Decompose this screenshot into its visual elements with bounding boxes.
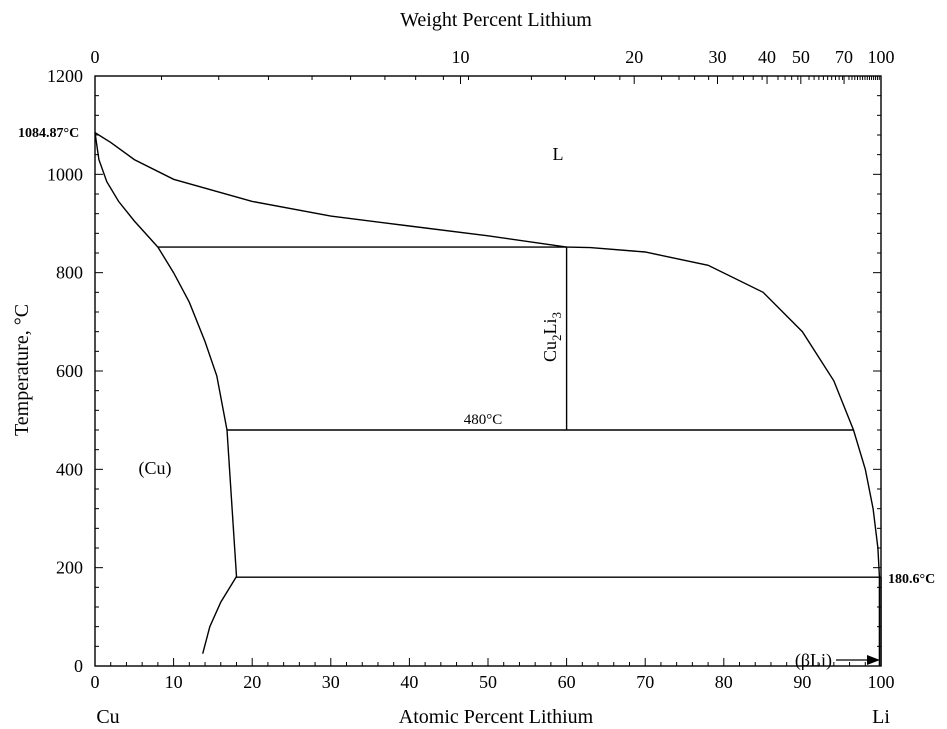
compound-sub2: 3: [549, 312, 564, 319]
x-tick-label: 20: [243, 672, 261, 692]
top-tick-label: 70: [835, 47, 853, 67]
phase-boundary-curve: [566, 246, 881, 577]
x-tick-label: 0: [91, 672, 100, 692]
left-element-label: Cu: [96, 706, 119, 728]
phase-boundary-curve: [94, 132, 159, 248]
curves-group: [94, 132, 882, 666]
phase-boundary-curve: [202, 576, 238, 654]
y-tick-label: 1200: [47, 66, 83, 86]
top-tick-label: 40: [758, 47, 776, 67]
x-tick-label: 10: [165, 672, 183, 692]
compound-label: Cu2Li3: [540, 312, 564, 362]
top-tick-label: 50: [792, 47, 810, 67]
y-tick-label: 1000: [47, 164, 83, 184]
li-melting-label: 180.6°C: [888, 572, 935, 587]
eutectoid-label: 480°C: [464, 412, 503, 428]
x-tick-label: 80: [715, 672, 733, 692]
x-tick-label: 40: [400, 672, 418, 692]
y-tick-label: 0: [74, 656, 83, 676]
compound-mid: Li: [540, 318, 560, 334]
x-tick-label: 90: [793, 672, 811, 692]
x-tick-label: 100: [868, 672, 895, 692]
beta-li-label: (βLi): [795, 650, 832, 671]
phase-boundary-curve: [226, 429, 238, 577]
liquid-label: L: [553, 144, 564, 164]
y-tick-label: 800: [56, 263, 83, 283]
top-axis-title: Weight Percent Lithium: [400, 9, 592, 31]
beta-li-arrow-head: [867, 655, 880, 665]
y-axis-title: Temperature, °C: [11, 304, 33, 436]
compound-sub1: 2: [549, 334, 564, 341]
x-tick-label: 50: [479, 672, 497, 692]
x-tick-label: 60: [558, 672, 576, 692]
top-tick-label: 10: [451, 47, 469, 67]
x-tick-label: 30: [322, 672, 340, 692]
right-element-label: Li: [872, 706, 890, 728]
axes-group: 0 10 20 30 40 50 60 70 80 90 100020040060080010001…: [47, 47, 895, 692]
x-axis-title: Atomic Percent Lithium: [399, 706, 594, 728]
top-tick-label: 20: [625, 47, 643, 67]
top-tick-label: 0: [91, 47, 100, 67]
y-tick-label: 200: [56, 558, 83, 578]
x-tick-label: 70: [636, 672, 654, 692]
y-tick-label: 600: [56, 361, 83, 381]
top-tick-label: 30: [709, 47, 727, 67]
cu-melting-label: 1084.87°C: [18, 126, 79, 141]
phase-boundary-curve: [157, 246, 228, 431]
compound-base: Cu: [540, 341, 560, 362]
cu-phase-label: (Cu): [139, 458, 172, 479]
y-tick-label: 400: [56, 459, 83, 479]
phase-boundary-curve: [94, 132, 567, 248]
top-tick-label: 100: [868, 47, 895, 67]
